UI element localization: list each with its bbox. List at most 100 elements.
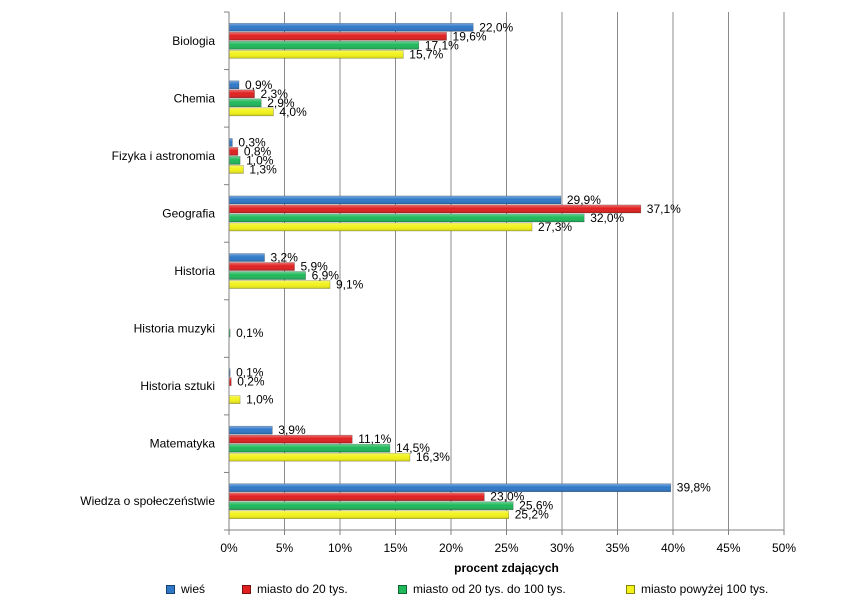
x-tick-label: 45% (716, 541, 740, 555)
bar-shading (229, 80, 239, 89)
data-label: 25,2% (515, 508, 549, 522)
data-label: 17,1% (425, 38, 459, 52)
data-label: 37,1% (647, 202, 681, 216)
bar-shading (229, 41, 419, 50)
bar-shading (229, 147, 238, 156)
bar-shading (229, 329, 231, 338)
bar-shading (229, 107, 274, 116)
axes: 0% 5% 10% 15% 20% 25% 30% 35% 40% 45% 50% Biologia C… (80, 11, 796, 575)
data-label: 29,9% (567, 193, 601, 207)
data-label: 5,9% (300, 260, 328, 274)
data-label: 16,3% (416, 450, 450, 464)
legend-swatch (242, 584, 251, 594)
data-label: 3,9% (278, 423, 306, 437)
bar-shading (229, 138, 233, 147)
data-label: 19,6% (453, 29, 487, 43)
bar-shading (229, 156, 241, 165)
x-tick-label: 30% (550, 541, 574, 555)
data-label: 4,0% (279, 105, 307, 119)
x-tick-label: 10% (328, 541, 352, 555)
bar-shading (229, 280, 331, 289)
data-label: 11,1% (358, 432, 391, 446)
x-axis-title: procent zdających (454, 561, 559, 575)
data-label: 15,7% (409, 47, 443, 61)
legend-item: miasto do 20 tys. (242, 582, 348, 596)
data-label: 1,0% (246, 153, 274, 167)
data-label: 0,1% (236, 326, 264, 340)
bar-shading (229, 510, 509, 519)
x-tick-label: 50% (772, 541, 796, 555)
bar-shading (229, 165, 244, 174)
bar-shading (229, 377, 232, 386)
legend-swatch (398, 584, 407, 594)
legend-label: miasto od 20 tys. do 100 tys. (413, 582, 566, 596)
legend-item: miasto od 20 tys. do 100 tys. (398, 582, 566, 596)
y-category-label: Chemia (174, 91, 216, 105)
data-label: 32,0% (590, 211, 624, 225)
y-category-label: Matematyka (150, 437, 216, 451)
bar-shading (229, 98, 262, 107)
data-label: 1,3% (249, 162, 277, 176)
bar-shading (229, 213, 585, 222)
data-labels: 22,0%19,6%17,1%15,7% 0,9%2,3%2,9%4,0% 0,3%… (236, 20, 711, 521)
legend-item: miasto powyżej 100 tys. (626, 582, 768, 596)
data-label: 25,6% (519, 499, 553, 513)
data-label: 9,1% (336, 278, 364, 292)
data-label: 27,3% (538, 220, 572, 234)
bar-shading (229, 453, 410, 462)
bar-shading (229, 435, 353, 444)
x-tick-label: 25% (494, 541, 518, 555)
y-category-label: Historia muzyki (134, 322, 215, 336)
bar-shading (229, 253, 265, 262)
data-label: 0,2% (237, 375, 265, 389)
data-label: 39,8% (677, 481, 711, 495)
data-label: 1,0% (246, 393, 274, 407)
y-category-label: Biologia (172, 34, 215, 48)
legend-item: wieś (166, 582, 205, 596)
bar-shading (229, 195, 561, 204)
data-label: 3,2% (271, 251, 299, 265)
x-tick-label: 35% (605, 541, 629, 555)
y-category-label: Historia (174, 264, 215, 278)
data-label: 0,9% (245, 78, 273, 92)
legend: wieś miasto do 20 tys. miasto od 20 tys. d… (0, 582, 844, 600)
bar-shading (229, 89, 255, 98)
data-label: 2,3% (261, 87, 289, 101)
y-category-label: Fizyka i astronomia (112, 149, 216, 163)
data-label: 14,5% (396, 441, 430, 455)
bar-shading (229, 483, 671, 492)
data-label: 23,0% (490, 490, 524, 504)
data-label: 22,0% (479, 20, 513, 34)
bar-shading (229, 32, 447, 41)
bar-shading (229, 23, 474, 32)
x-tick-label: 5% (276, 541, 294, 555)
legend-label: miasto do 20 tys. (257, 582, 348, 596)
bars (228, 22, 672, 520)
bar-shading (229, 222, 533, 231)
data-label: 0,1% (236, 366, 264, 380)
legend-swatch (626, 584, 635, 594)
data-label: 6,9% (312, 269, 340, 283)
x-tick-label: 40% (661, 541, 685, 555)
bar-shading (229, 271, 306, 280)
legend-label: miasto powyżej 100 tys. (641, 582, 769, 596)
bar-shading (229, 426, 273, 435)
y-category-label: Wiedza o społeczeństwie (80, 494, 215, 508)
x-tick-label: 15% (383, 541, 407, 555)
legend-label: wieś (181, 582, 206, 596)
bar-shading (229, 395, 241, 404)
data-label: 2,9% (267, 96, 295, 110)
data-label: 0,8% (244, 144, 272, 158)
bar-shading (229, 444, 390, 453)
legend-swatch (166, 584, 175, 594)
x-tick-label: 20% (439, 541, 463, 555)
bar-shading (229, 492, 485, 501)
bar-shading (229, 501, 514, 510)
y-category-label: Historia sztuki (140, 379, 215, 393)
bar-shading (229, 50, 404, 59)
bar-shading (229, 368, 231, 377)
x-tick-label: 0% (220, 541, 238, 555)
bar-shading (229, 204, 641, 213)
gridlines (228, 12, 785, 530)
